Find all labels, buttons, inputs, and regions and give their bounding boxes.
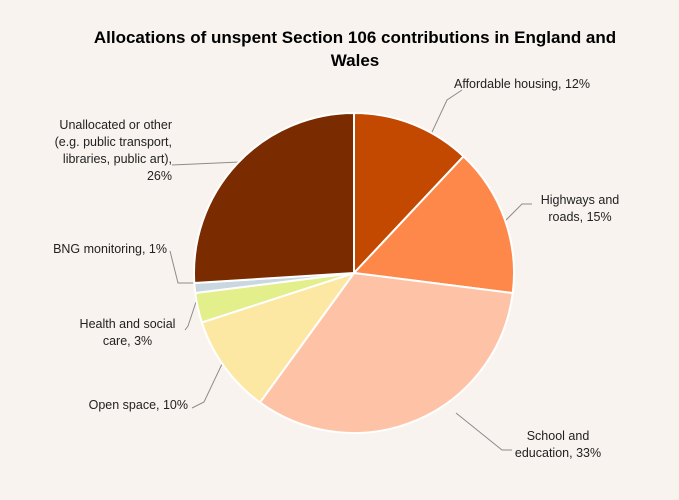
label-highways-roads: Highways and roads, 15%	[540, 193, 620, 224]
slice-open-space	[200, 271, 357, 404]
label-bng-monitoring: BNG monitoring, 1%	[53, 242, 167, 256]
leader-bng-monitoring	[169, 250, 195, 284]
label-health-social-care: Health and social care, 3%	[79, 317, 176, 348]
pie-slices	[193, 111, 515, 434]
leader-open-space	[191, 363, 223, 409]
slice-highways-roads	[351, 154, 515, 295]
slice-school-education	[258, 271, 514, 434]
slice-unallocated-other	[193, 111, 355, 285]
label-open-space: Open space, 10%	[88, 398, 188, 412]
leader-school-education	[455, 412, 512, 451]
chart-title: Allocations of unspent Section 106 contr…	[93, 28, 617, 70]
label-unallocated-other: Unallocated or other (e.g. public transp…	[54, 118, 172, 183]
leader-health-social-care	[184, 301, 197, 331]
label-affordable-housing: Affordable housing, 12%	[454, 77, 590, 91]
label-school-education: School and education, 33%	[514, 429, 602, 460]
leader-unallocated-other	[171, 161, 241, 166]
slice-affordable-housing	[353, 111, 465, 276]
